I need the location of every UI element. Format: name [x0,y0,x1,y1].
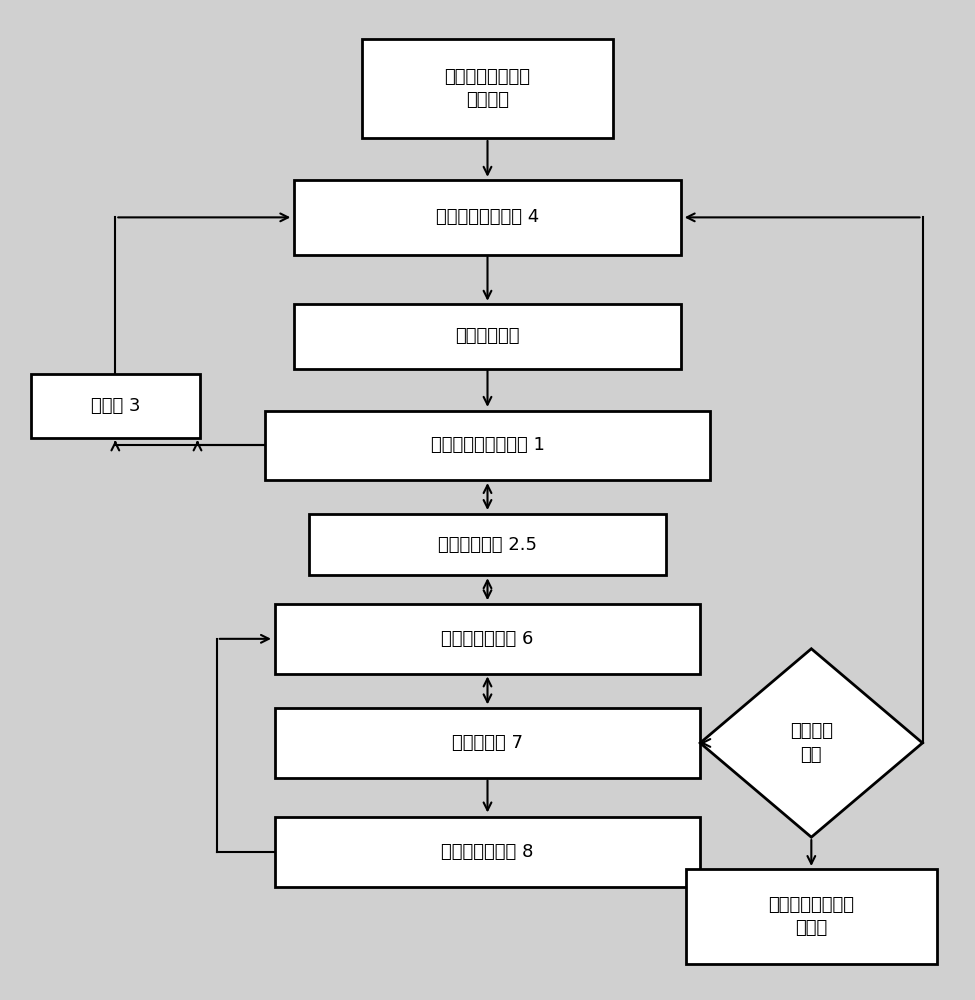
FancyBboxPatch shape [275,708,700,778]
FancyBboxPatch shape [265,411,710,480]
Text: 辅助人员放入氧气
供给管: 辅助人员放入氧气 供给管 [768,896,854,937]
FancyBboxPatch shape [275,604,700,674]
Text: 遥操作主手模块 8: 遥操作主手模块 8 [442,843,533,861]
Polygon shape [700,649,922,837]
FancyBboxPatch shape [309,514,666,575]
Text: 气管插管器械模块 4: 气管插管器械模块 4 [436,208,539,226]
Text: 后方中央控制器 6: 后方中央控制器 6 [442,630,533,648]
Text: 网络传输设备 2.5: 网络传输设备 2.5 [438,536,537,554]
FancyBboxPatch shape [31,374,200,438]
Text: 伤者气道图像: 伤者气道图像 [455,327,520,345]
FancyBboxPatch shape [275,817,700,887]
FancyBboxPatch shape [685,869,937,964]
FancyBboxPatch shape [294,304,681,369]
Text: 是否插入
气管: 是否插入 气管 [790,722,833,764]
FancyBboxPatch shape [362,39,613,138]
Text: 图像显示器 7: 图像显示器 7 [452,734,523,752]
Text: 急救现场中央控制器 1: 急救现场中央控制器 1 [431,436,544,454]
Text: 急救现场辅助人员
准备工作: 急救现场辅助人员 准备工作 [445,68,530,109]
FancyBboxPatch shape [294,180,681,255]
Text: 机械臃 3: 机械臃 3 [91,397,140,415]
